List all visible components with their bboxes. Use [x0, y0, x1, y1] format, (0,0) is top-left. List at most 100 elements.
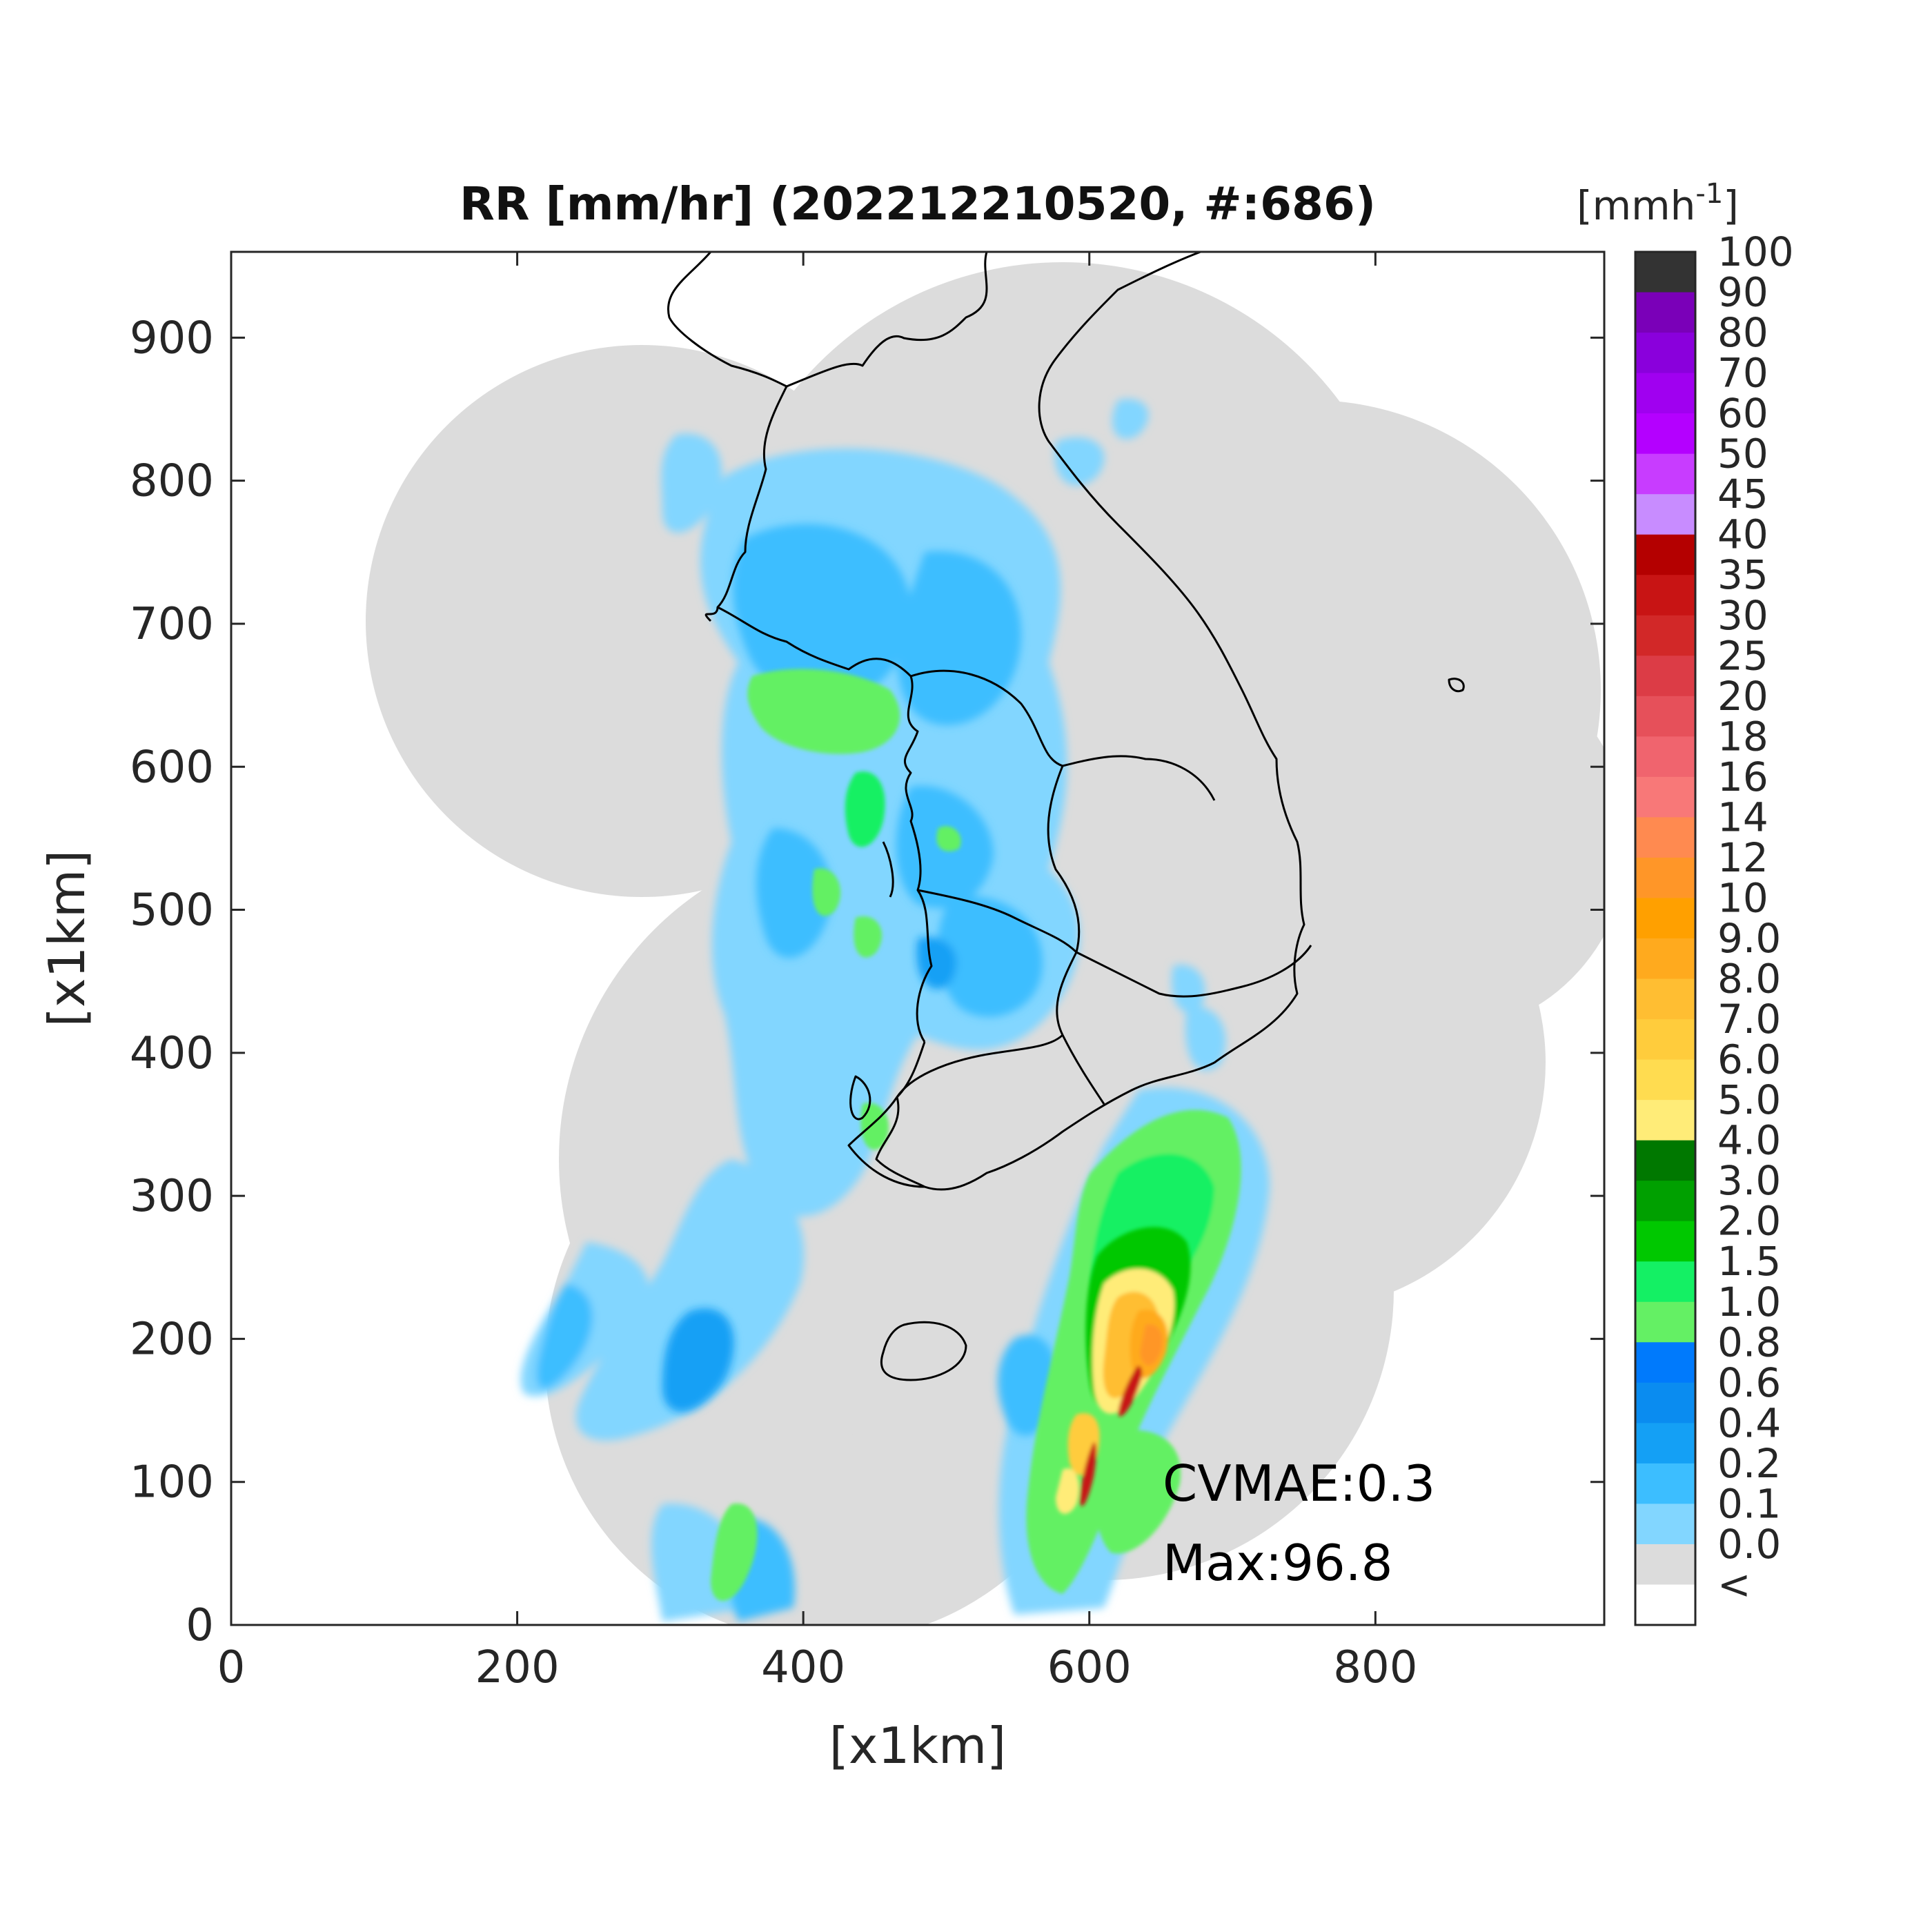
colorbar-tick-label: 0.1 — [1717, 1480, 1781, 1527]
colorbar-tick-label: 25 — [1717, 632, 1768, 679]
map-plot-area — [231, 252, 1604, 1625]
colorbar-swatch — [1635, 978, 1695, 1020]
colorbar-swatch — [1635, 1140, 1695, 1181]
y-tick-label: 600 — [130, 742, 214, 793]
colorbar-tick-label: 45 — [1717, 471, 1768, 518]
colorbar-swatch — [1635, 817, 1695, 858]
colorbar-swatch — [1635, 696, 1695, 737]
colorbar-tick-label: 30 — [1717, 592, 1768, 639]
max-annotation: Max:96.8 — [1163, 1534, 1392, 1592]
colorbar-unit-close: ] — [1723, 182, 1739, 229]
colorbar-tick-label: 50 — [1717, 431, 1768, 477]
colorbar-tick-label: 14 — [1717, 793, 1768, 840]
y-tick-label: 0 — [186, 1600, 214, 1651]
colorbar-tick-label: 10 — [1717, 874, 1768, 921]
colorbar-frame — [1634, 250, 1697, 1626]
x-tick-label: 0 — [217, 1642, 246, 1693]
colorbar-tick-label: 2.0 — [1717, 1198, 1781, 1245]
colorbar-tick-label: 18 — [1717, 713, 1768, 760]
colorbar-swatch — [1635, 1221, 1695, 1262]
colorbar-tick-label: 40 — [1717, 511, 1768, 558]
colorbar-tick-label: 5.0 — [1717, 1076, 1781, 1123]
map-title: RR [mm/hr] (202212210520, #:686) — [460, 177, 1376, 230]
colorbar-swatch — [1635, 575, 1695, 616]
colorbar-swatch — [1635, 1100, 1695, 1141]
colorbar-tick-label: 100 — [1717, 228, 1794, 275]
colorbar-tick-label: 6.0 — [1717, 1036, 1781, 1083]
colorbar-swatch — [1635, 1261, 1695, 1303]
colorbar-unit: [mmh-1] — [1577, 178, 1739, 229]
x-tick-label: 800 — [1333, 1642, 1417, 1693]
y-tick-label: 200 — [130, 1314, 214, 1365]
colorbar-swatch — [1635, 252, 1695, 293]
colorbar-swatch — [1635, 736, 1695, 778]
colorbar-swatch — [1635, 373, 1695, 414]
y-axis-label: [x1km] — [38, 850, 96, 1027]
x-tick-label: 200 — [475, 1642, 560, 1693]
colorbar-tick-label: 7.0 — [1717, 996, 1781, 1043]
coastline — [667, 250, 1465, 1381]
precip-heavy — [1056, 1227, 1191, 1514]
colorbar-swatch — [1635, 494, 1695, 535]
colorbar-unit-exponent: -1 — [1695, 178, 1723, 210]
colorbar-swatch — [1635, 656, 1695, 697]
colorbar-swatch — [1635, 776, 1695, 818]
colorbar-swatch — [1635, 1584, 1695, 1626]
colorbar-tick-label: 12 — [1717, 834, 1768, 881]
y-tick-label: 400 — [130, 1028, 214, 1079]
colorbar-swatch — [1635, 1544, 1695, 1585]
colorbar-tick-label: 90 — [1717, 269, 1768, 316]
colorbar-swatch — [1635, 333, 1695, 374]
colorbar-tick-label: 0.2 — [1717, 1440, 1781, 1487]
colorbar-swatch — [1635, 1301, 1695, 1343]
colorbar-tick-label: 0.4 — [1717, 1399, 1781, 1446]
plot-frame — [230, 250, 1606, 1626]
y-axis-ticks: 0 100 200 300 400 500 600 700 800 900 — [130, 313, 1604, 1651]
colorbar-swatch — [1635, 1059, 1695, 1101]
colorbar-swatch — [1635, 413, 1695, 455]
colorbar: 100908070605045403530252018161412109.08.… — [1634, 228, 1794, 1626]
colorbar-tick-label: 80 — [1717, 309, 1768, 356]
y-tick-label: 100 — [130, 1457, 214, 1508]
colorbar-swatch — [1635, 292, 1695, 333]
colorbar-tick-label: 1.0 — [1717, 1279, 1781, 1325]
y-tick-label: 500 — [130, 885, 214, 936]
colorbar-tick-label: 20 — [1717, 673, 1768, 720]
colorbar-tick-label: 0.0 — [1717, 1521, 1781, 1568]
x-tick-label: 600 — [1047, 1642, 1132, 1693]
colorbar-tick-label: 35 — [1717, 551, 1768, 598]
colorbar-swatch — [1635, 1423, 1695, 1464]
x-axis-label: [x1km] — [829, 1717, 1006, 1775]
colorbar-swatch — [1635, 1504, 1695, 1545]
colorbar-swatch — [1635, 453, 1695, 495]
colorbar-tick-label: 70 — [1717, 350, 1768, 397]
colorbar-swatch — [1635, 1382, 1695, 1423]
colorbar-swatch — [1635, 1342, 1695, 1383]
colorbar-tick-label: 16 — [1717, 753, 1768, 800]
colorbar-tick-label: 8.0 — [1717, 956, 1781, 1003]
colorbar-swatch — [1635, 615, 1695, 656]
y-tick-label: 900 — [130, 313, 214, 364]
colorbar-swatch — [1635, 1463, 1695, 1504]
colorbar-swatch — [1635, 1019, 1695, 1061]
colorbar-tick-label: 9.0 — [1717, 915, 1781, 962]
y-tick-label: 700 — [130, 599, 214, 650]
colorbar-swatch — [1635, 1181, 1695, 1222]
x-axis-ticks: 0 200 400 600 800 — [217, 252, 1417, 1693]
colorbar-tick-label: < — [1717, 1561, 1751, 1608]
colorbar-swatch — [1635, 898, 1695, 939]
cvmae-annotation: CVMAE:0.3 — [1163, 1455, 1435, 1512]
x-tick-label: 400 — [761, 1642, 845, 1693]
colorbar-tick-label: 4.0 — [1717, 1117, 1781, 1164]
colorbar-tick-label: 1.5 — [1717, 1238, 1781, 1285]
colorbar-tick-label: 60 — [1717, 390, 1768, 437]
y-tick-label: 300 — [130, 1171, 214, 1222]
colorbar-unit-base: [mmh — [1577, 182, 1695, 229]
colorbar-tick-label: 0.8 — [1717, 1319, 1781, 1366]
colorbar-swatch — [1635, 534, 1695, 575]
colorbar-tick-label: 0.6 — [1717, 1359, 1781, 1406]
colorbar-tick-label: 3.0 — [1717, 1157, 1781, 1204]
y-tick-label: 800 — [130, 456, 214, 507]
colorbar-swatch — [1635, 857, 1695, 898]
